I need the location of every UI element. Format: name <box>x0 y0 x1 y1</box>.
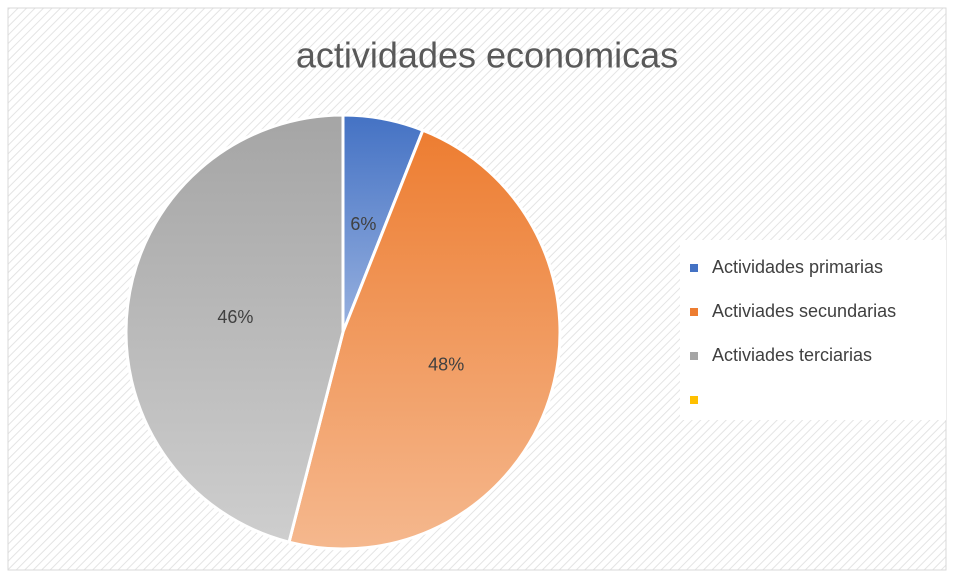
data-label: 48% <box>428 354 464 374</box>
legend-marker <box>690 264 698 272</box>
legend-label: Activiades secundarias <box>712 301 896 321</box>
data-label: 6% <box>350 214 376 234</box>
legend-marker <box>690 352 698 360</box>
legend-label: Actividades primarias <box>712 257 883 277</box>
pie-slice <box>287 128 562 551</box>
chart-title: actividades economicas <box>296 35 678 76</box>
legend-box <box>680 240 946 420</box>
legend-marker <box>690 396 698 404</box>
pie-slice <box>124 113 345 545</box>
legend-label: Activiades terciarias <box>712 345 872 365</box>
data-label: 46% <box>217 307 253 327</box>
legend-marker <box>690 308 698 316</box>
